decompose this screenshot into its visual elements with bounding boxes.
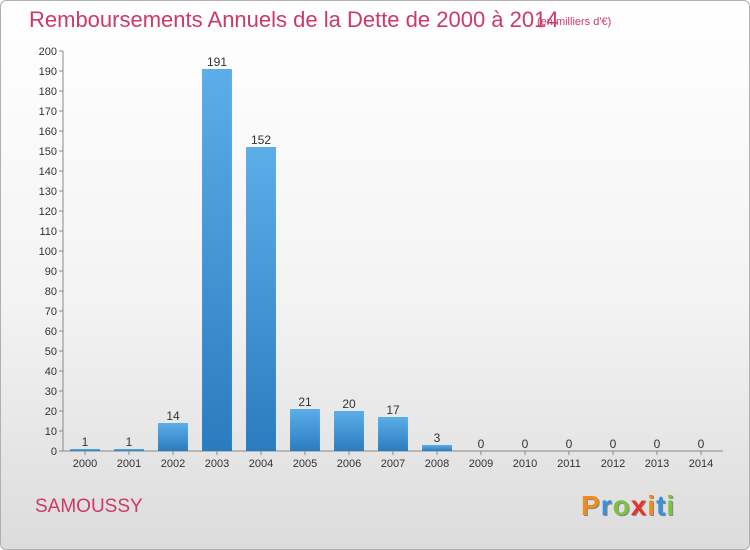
chart-subtitle: (en milliers d'€) — [537, 16, 612, 28]
bar — [70, 449, 100, 451]
y-tick-label: 200 — [39, 46, 57, 58]
bar — [334, 411, 364, 451]
data-label: 1 — [126, 435, 133, 449]
data-label: 3 — [434, 431, 441, 445]
x-tick-label: 2013 — [645, 458, 669, 470]
logo-letter: r — [600, 490, 613, 521]
bar — [158, 423, 188, 451]
y-tick-label: 170 — [39, 106, 57, 118]
data-label: 20 — [342, 397, 356, 411]
x-tick-label: 2010 — [513, 458, 537, 470]
x-tick-label: 2002 — [161, 458, 185, 470]
bar — [114, 449, 144, 451]
bar — [246, 147, 276, 451]
x-tick-label: 2009 — [469, 458, 493, 470]
x-tick-label: 2007 — [381, 458, 405, 470]
x-tick-label: 2005 — [293, 458, 317, 470]
data-label: 0 — [610, 437, 617, 451]
bar — [202, 69, 232, 451]
data-label: 152 — [251, 133, 271, 147]
y-tick-label: 30 — [45, 386, 57, 398]
y-tick-label: 110 — [39, 226, 57, 238]
bar — [422, 445, 452, 451]
logo-letter: P — [581, 490, 601, 521]
y-tick-label: 120 — [39, 206, 57, 218]
data-label: 0 — [478, 437, 485, 451]
y-tick-label: 10 — [45, 426, 57, 438]
x-tick-label: 2006 — [337, 458, 361, 470]
x-tick-label: 2004 — [249, 458, 273, 470]
logo-letter: t — [656, 490, 667, 521]
y-tick-label: 150 — [39, 146, 57, 158]
x-tick-label: 2014 — [689, 458, 713, 470]
data-label: 21 — [298, 395, 312, 409]
data-label: 17 — [386, 403, 400, 417]
data-label: 14 — [166, 409, 180, 423]
y-tick-label: 90 — [45, 266, 57, 278]
proxiti-logo: Proxiti — [581, 490, 675, 522]
data-label: 1 — [82, 435, 89, 449]
y-tick-label: 160 — [39, 126, 57, 138]
y-tick-label: 140 — [39, 166, 57, 178]
data-label: 191 — [207, 55, 227, 69]
data-label: 0 — [654, 437, 661, 451]
logo-letter: i — [647, 490, 657, 521]
y-tick-label: 50 — [45, 346, 57, 358]
logo-letter: o — [612, 490, 631, 521]
data-label: 0 — [522, 437, 529, 451]
x-tick-label: 2011 — [557, 458, 581, 470]
y-tick-label: 0 — [51, 446, 57, 458]
y-tick-label: 70 — [45, 306, 57, 318]
data-label: 0 — [566, 437, 573, 451]
bar — [378, 417, 408, 451]
logo-letter: x — [630, 490, 648, 521]
y-tick-label: 100 — [39, 246, 57, 258]
x-tick-label: 2001 — [117, 458, 141, 470]
x-tick-label: 2003 — [205, 458, 229, 470]
commune-name: SAMOUSSY — [35, 496, 143, 517]
chart-title: Remboursements Annuels de la Dette de 20… — [29, 7, 559, 32]
y-tick-label: 60 — [45, 326, 57, 338]
y-tick-label: 80 — [45, 286, 57, 298]
x-tick-label: 2000 — [73, 458, 97, 470]
y-tick-label: 40 — [45, 366, 57, 378]
x-tick-label: 2012 — [601, 458, 625, 470]
y-tick-label: 180 — [39, 86, 57, 98]
y-tick-label: 20 — [45, 406, 57, 418]
logo-letter: i — [666, 490, 676, 521]
y-tick-label: 130 — [39, 186, 57, 198]
y-tick-label: 190 — [39, 66, 57, 78]
data-label: 0 — [698, 437, 705, 451]
bar — [290, 409, 320, 451]
x-tick-label: 2008 — [425, 458, 449, 470]
